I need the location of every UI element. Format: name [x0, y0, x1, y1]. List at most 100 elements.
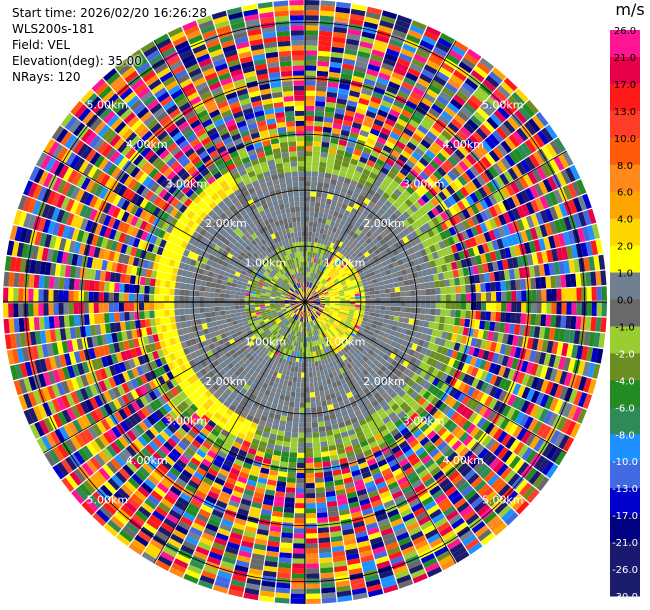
ray-gate	[393, 565, 408, 575]
ray-gate	[349, 322, 356, 327]
ray-gate	[278, 399, 285, 406]
ray-gate	[500, 281, 506, 291]
ray-gate	[281, 451, 290, 458]
ray-gate	[309, 304, 315, 307]
ray-gate	[403, 376, 411, 384]
ray-gate	[343, 312, 349, 316]
ray-gate	[467, 180, 478, 192]
ray-gate	[457, 326, 465, 335]
ray-gate	[331, 199, 338, 207]
ray-gate	[471, 377, 480, 389]
ray-gate	[446, 332, 453, 341]
ray-gate	[329, 61, 342, 69]
ray-gate	[366, 176, 375, 184]
ray-gate	[330, 377, 336, 384]
ray-gate	[355, 349, 362, 356]
ray-gate	[339, 230, 345, 237]
ray-gate	[426, 430, 437, 440]
ray-gate	[424, 334, 432, 342]
ray-gate	[272, 418, 280, 426]
ray-gate	[350, 127, 361, 135]
ray-gate	[358, 272, 365, 278]
ray-gate	[288, 334, 293, 340]
ray-gate	[414, 539, 429, 550]
ray-gate	[497, 85, 511, 99]
ray-gate	[327, 383, 333, 390]
ray-gate	[274, 393, 281, 400]
ray-gate	[330, 331, 336, 338]
ray-gate	[305, 146, 313, 152]
ray-gate	[379, 411, 388, 420]
ray-gate	[313, 442, 321, 448]
ray-gate	[400, 307, 406, 313]
ray-gate	[398, 281, 405, 287]
ray-gate	[441, 331, 448, 340]
ray-gate	[331, 286, 338, 290]
ray-gate	[373, 416, 382, 424]
ray-gate	[325, 485, 335, 493]
ray-gate	[376, 188, 385, 196]
ray-gate	[341, 523, 354, 531]
ray-gate	[528, 470, 542, 485]
ray-gate	[332, 287, 338, 292]
ray-gate	[327, 157, 335, 164]
ray-gate	[259, 387, 267, 394]
ray-gate	[258, 419, 267, 427]
ray-gate	[342, 333, 348, 339]
ray-gate	[450, 350, 459, 360]
ray-gate	[279, 547, 293, 554]
ray-gate	[343, 398, 350, 406]
ray-gate	[288, 360, 293, 366]
ray-gate	[327, 152, 336, 160]
ray-gate	[285, 426, 292, 433]
ray-gate	[453, 40, 469, 53]
ray-gate	[229, 532, 243, 541]
ray-gate	[300, 326, 303, 332]
ray-gate	[362, 387, 371, 395]
ray-gate	[375, 298, 381, 302]
ray-gate	[372, 44, 387, 53]
ray-gate	[297, 331, 301, 337]
ray-gate	[270, 428, 278, 435]
ray-gate	[406, 233, 414, 242]
ray-gate	[371, 399, 379, 408]
ray-gate	[223, 424, 232, 433]
ray-gate	[316, 275, 320, 281]
ray-gate	[324, 172, 332, 179]
ray-gate	[413, 506, 426, 517]
ray-gate	[427, 384, 436, 394]
ray-gate	[497, 260, 504, 271]
ray-gate	[390, 236, 398, 245]
ray-gate	[172, 529, 187, 540]
ray-gate	[317, 360, 322, 366]
ray-gate	[596, 286, 602, 301]
ray-gate	[404, 198, 414, 208]
ray-gate	[455, 260, 463, 269]
ray-gate	[311, 181, 318, 187]
ray-gate	[269, 352, 275, 359]
ray-gate	[343, 114, 354, 122]
ray-gate	[294, 320, 298, 326]
ray-gate	[381, 336, 388, 343]
ray-gate	[231, 527, 244, 536]
ray-gate	[437, 272, 445, 281]
ray-gate	[366, 264, 373, 270]
ray-gate	[475, 391, 485, 402]
ray-gate	[351, 469, 361, 477]
ray-gate	[544, 208, 554, 222]
ray-gate	[595, 239, 604, 255]
ray-gate	[418, 450, 429, 461]
ray-gate	[284, 375, 290, 381]
ray-gate	[282, 337, 287, 343]
ray-gate	[370, 184, 379, 192]
ray-gate	[272, 506, 284, 513]
ray-gate	[306, 282, 309, 288]
ray-gate	[280, 373, 286, 380]
ray-gate	[330, 393, 337, 400]
ray-gate	[484, 383, 494, 395]
ray-gate	[407, 67, 421, 78]
ray-gate	[337, 223, 344, 231]
ray-gate	[439, 231, 448, 240]
ray-gate	[415, 188, 425, 198]
